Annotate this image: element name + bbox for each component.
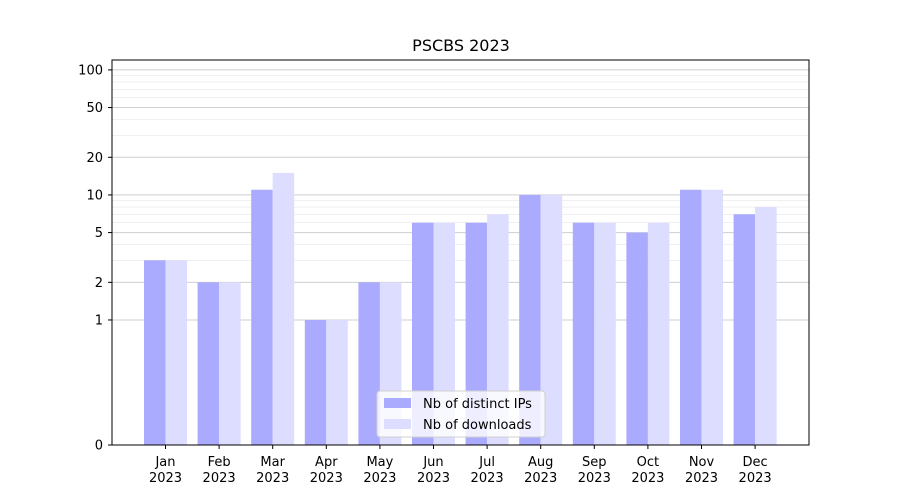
bar-distinct-ips-jan <box>144 260 166 445</box>
x-tick-label-month: Oct <box>637 455 659 470</box>
x-tick-label-year: 2023 <box>578 471 611 486</box>
x-tick-label-month: Sep <box>582 455 607 470</box>
y-tick-label: 2 <box>95 276 103 291</box>
bar-distinct-ips-sep <box>572 222 595 445</box>
legend-label: Nb of distinct IPs <box>423 397 532 412</box>
x-axis: Jan2023Feb2023Mar2023Apr2023May2023Jun20… <box>149 445 772 486</box>
bar-downloads-sep <box>594 222 616 445</box>
plot-frame <box>111 59 810 446</box>
y-tick-label: 100 <box>78 63 103 78</box>
x-tick-label-year: 2023 <box>417 471 450 486</box>
bar-downloads-jul <box>487 214 509 445</box>
x-tick-label-year: 2023 <box>524 471 557 486</box>
x-tick-label-month: Nov <box>689 455 715 470</box>
bar-downloads-feb <box>219 282 241 445</box>
x-tick-label-year: 2023 <box>685 471 718 486</box>
x-tick-label-year: 2023 <box>149 471 182 486</box>
bar-downloads-mar <box>272 172 295 445</box>
x-tick-label-month: Aug <box>528 455 553 470</box>
x-tick-label-month: Jun <box>422 455 443 470</box>
y-tick-label: 20 <box>86 151 103 166</box>
y-axis: 0 1 2 5 10 20 50 100 <box>78 63 112 454</box>
bar-downloads-oct <box>647 222 670 445</box>
bar-distinct-ips-dec <box>733 214 756 445</box>
x-tick-label-month: Mar <box>260 455 285 470</box>
chart-title: PSCBS 2023 <box>412 36 510 55</box>
x-tick-label-year: 2023 <box>363 471 396 486</box>
x-tick-label-year: 2023 <box>310 471 343 486</box>
x-tick-label-year: 2023 <box>739 471 772 486</box>
bar-distinct-ips-jul <box>465 222 488 445</box>
legend-swatch <box>384 419 411 429</box>
bar-downloads-jun <box>433 222 455 445</box>
legend-box <box>376 390 546 438</box>
y-tick-label: 5 <box>95 226 103 241</box>
x-tick-label-month: Jan <box>154 455 175 470</box>
y-tick-label: 50 <box>86 101 103 116</box>
x-tick-label-month: Dec <box>743 455 768 470</box>
y-tick-label: 10 <box>86 188 103 203</box>
x-tick-label-year: 2023 <box>256 471 289 486</box>
bar-distinct-ips-oct <box>626 232 648 445</box>
bar-distinct-ips-apr <box>304 319 327 445</box>
x-tick-label-month: May <box>366 455 393 470</box>
legend-swatch <box>384 398 411 408</box>
bar-downloads-jan <box>165 260 187 445</box>
x-tick-label-year: 2023 <box>631 471 664 486</box>
x-tick-label-month: Apr <box>315 455 338 470</box>
bar-downloads-dec <box>755 207 777 445</box>
x-tick-label-month: Jul <box>478 455 495 470</box>
x-tick-label-year: 2023 <box>203 471 236 486</box>
legend-label: Nb of downloads <box>423 418 532 433</box>
bar-distinct-ips-aug <box>519 194 541 445</box>
y-tick-label: 1 <box>95 313 103 328</box>
bar-distinct-ips-mar <box>251 189 273 445</box>
x-tick-label-year: 2023 <box>471 471 504 486</box>
bar-distinct-ips-may <box>358 282 380 445</box>
bar-distinct-ips-feb <box>197 282 220 445</box>
bar-downloads-nov <box>701 189 723 445</box>
bar-downloads-apr <box>326 319 348 445</box>
bar-downloads-aug <box>540 194 563 445</box>
legend: Nb of distinct IPs Nb of downloads <box>376 390 546 438</box>
bar-distinct-ips-jun <box>412 222 434 445</box>
bar-distinct-ips-nov <box>680 189 702 445</box>
y-tick-label: 0 <box>95 439 103 454</box>
x-tick-label-month: Feb <box>208 455 231 470</box>
